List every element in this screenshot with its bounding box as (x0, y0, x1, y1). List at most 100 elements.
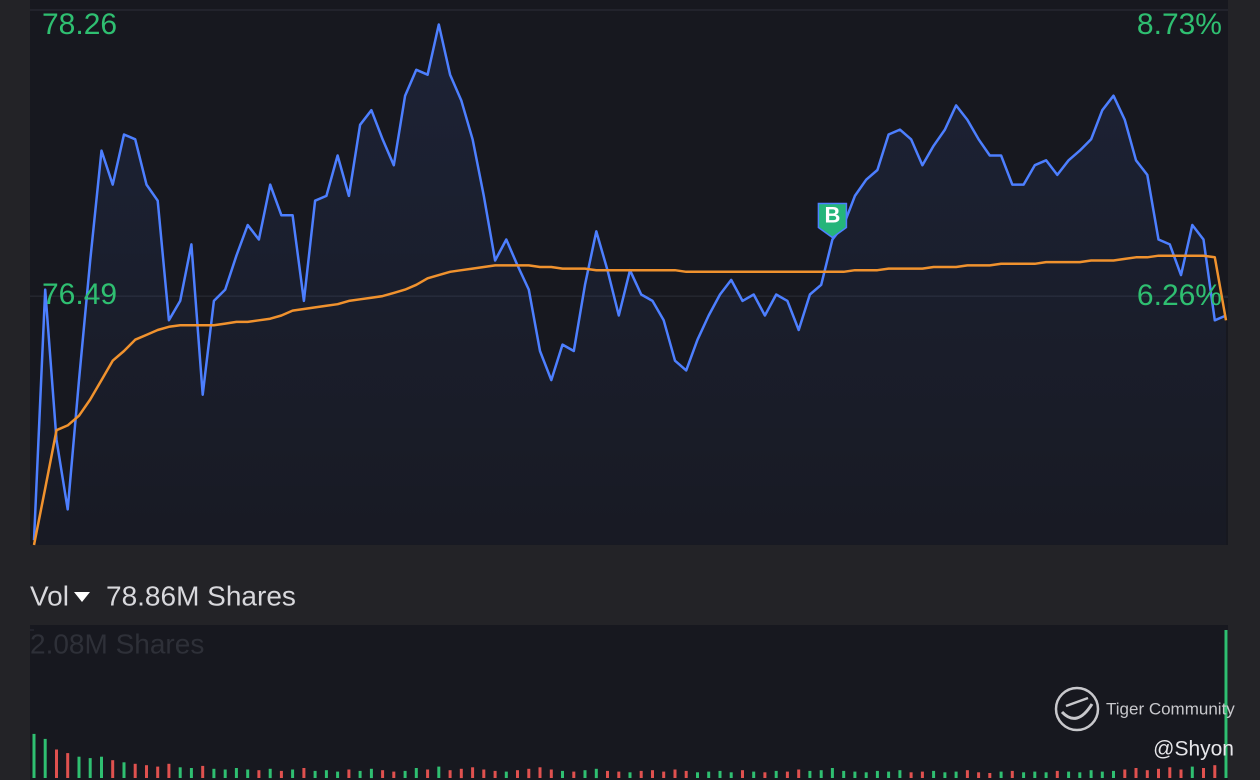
volume-bar (898, 770, 902, 778)
watermark-logo (1054, 686, 1100, 732)
volume-bar (673, 769, 677, 778)
volume-bar (943, 772, 947, 778)
volume-bar (887, 771, 891, 778)
buy-marker (817, 202, 848, 239)
volume-bar (313, 770, 317, 778)
price-area (34, 24, 1226, 545)
volume-bar (842, 770, 846, 778)
volume-bar (1067, 771, 1071, 778)
volume-bar (819, 770, 823, 778)
volume-bar (403, 770, 407, 778)
watermark: Tiger Community (1106, 699, 1235, 718)
volume-bar (279, 770, 283, 778)
volume-total: 78.86M Shares (106, 580, 296, 611)
volume-bar (189, 768, 193, 778)
volume-bar (369, 768, 373, 779)
volume-bar (628, 772, 632, 778)
volume-bar (88, 758, 92, 778)
volume-bar (549, 769, 553, 778)
volume-bar (830, 768, 834, 778)
volume-bar (122, 762, 126, 778)
volume-bar (77, 756, 81, 778)
volume-bar (797, 769, 801, 778)
volume-bar (977, 772, 981, 778)
y2-tick-label: 8.73% (1137, 8, 1222, 41)
volume-bar (358, 770, 362, 778)
volume-bar (864, 772, 868, 778)
y-tick-label: 76.49 (42, 278, 117, 311)
volume-bar (684, 770, 688, 778)
volume-bar (909, 772, 913, 778)
volume-bar (572, 771, 576, 778)
volume-bar (291, 769, 295, 778)
volume-bar (1190, 766, 1194, 778)
volume-bar (651, 770, 654, 778)
volume-tick-label: 2.08M Shares (30, 628, 204, 659)
plot: B (32, 23, 1228, 779)
volume-bar (594, 768, 598, 779)
labels: 76.49 78.26 6.26% 8.73% 2.08M Shares (30, 8, 1222, 659)
volume-bar (437, 766, 441, 778)
volume-bar (1100, 771, 1104, 778)
volume-bar (178, 767, 182, 778)
volume-bar (583, 770, 587, 778)
volume-bar (156, 766, 160, 778)
volume-bar (718, 770, 722, 778)
volume-bar (1213, 765, 1217, 778)
average-line (32, 254, 1228, 546)
volume-bar (662, 771, 666, 778)
volume-bar (55, 749, 58, 778)
volume-bar (696, 772, 699, 778)
volume-bar (1168, 767, 1172, 778)
volume-bar (920, 771, 924, 778)
volume-bar (808, 770, 812, 778)
volume-bar (763, 772, 767, 778)
volume-bar (426, 769, 430, 778)
volume-bar (527, 768, 531, 779)
volume-bar (785, 771, 789, 778)
volume-bar (459, 768, 463, 779)
volume-bar (1157, 768, 1160, 779)
volume-bar (32, 733, 36, 778)
volume-bar (66, 753, 70, 778)
volume-bar (302, 768, 306, 778)
volume-bar (752, 771, 756, 778)
volume-bar (336, 771, 340, 778)
volume-bar (504, 771, 508, 778)
y2-tick-label: 6.26% (1137, 279, 1222, 312)
volume-bar (1022, 772, 1026, 778)
author: @Shyon (1153, 738, 1234, 761)
volume-bar (212, 768, 216, 779)
volume-bar (43, 738, 47, 778)
volume-bar (223, 769, 227, 778)
volume-bar (1134, 768, 1138, 778)
volume-bar (1055, 770, 1059, 778)
volume-bar (471, 767, 475, 778)
volume-bar (853, 771, 857, 778)
volume-bar (1123, 769, 1127, 778)
volume-bar (988, 773, 992, 778)
volume-label[interactable]: Vol (30, 580, 69, 611)
volume-bar (606, 770, 609, 778)
volume-bar (932, 770, 936, 778)
volume-bar (954, 771, 958, 778)
volume-bar (246, 769, 250, 778)
volume-bar (1044, 772, 1048, 778)
volume-bar (1089, 770, 1093, 778)
volume-bar (538, 767, 542, 778)
volume-bar (875, 770, 879, 778)
volume-bar (145, 765, 148, 778)
volume-bar (1078, 772, 1082, 778)
dropdown-arrow[interactable] (74, 592, 90, 602)
volume-bar (347, 769, 351, 778)
volume-bar (392, 771, 396, 778)
volume-bar (414, 768, 418, 778)
volume-bar (729, 772, 733, 778)
volume-bar (1033, 771, 1037, 778)
volume-bar (639, 770, 643, 778)
volume-bar (1224, 630, 1228, 778)
volume-bar (257, 770, 261, 778)
volume-bar (100, 756, 103, 778)
volume-bar (324, 770, 328, 778)
